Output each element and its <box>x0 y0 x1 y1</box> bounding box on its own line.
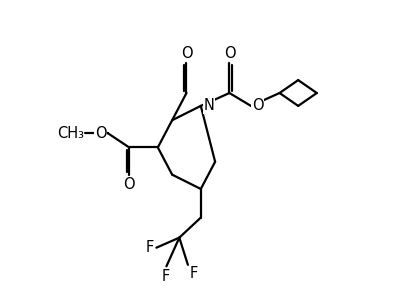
Text: O: O <box>224 46 235 61</box>
Text: N: N <box>204 98 215 113</box>
Text: O: O <box>252 98 264 113</box>
Text: F: F <box>146 240 154 255</box>
Text: F: F <box>161 269 169 284</box>
Text: O: O <box>181 46 192 61</box>
Text: O: O <box>95 126 107 141</box>
Text: O: O <box>123 177 135 192</box>
Text: F: F <box>190 266 198 281</box>
Text: CH₃: CH₃ <box>57 126 84 141</box>
